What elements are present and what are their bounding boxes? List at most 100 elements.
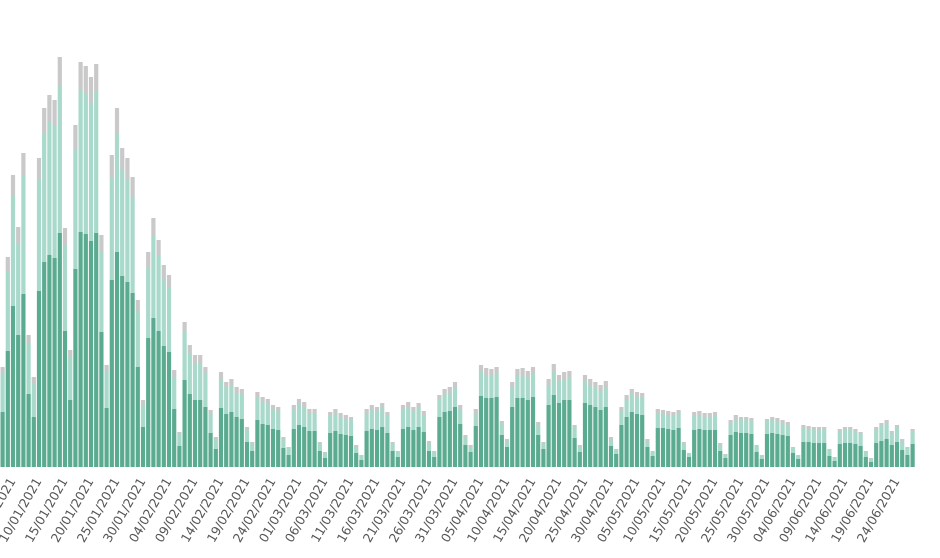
bar-segment — [478, 396, 484, 467]
bar-segment — [374, 407, 380, 411]
bar-segment — [255, 392, 260, 397]
bar-segment — [702, 413, 707, 417]
bar-segment — [120, 148, 125, 170]
bar-segment — [21, 294, 26, 467]
bar-segment — [192, 355, 198, 363]
bar-segment — [577, 452, 582, 467]
bar-segment — [73, 269, 78, 467]
bar-segment — [754, 445, 759, 446]
bar-segment — [905, 455, 910, 467]
bar-segment — [411, 407, 416, 411]
bar-segment — [707, 417, 712, 430]
bar-segment — [702, 430, 707, 467]
bar-segment — [650, 456, 655, 467]
bar-segment — [790, 453, 796, 467]
bar-segment — [234, 387, 239, 393]
bar-segment — [463, 445, 468, 467]
bar-segment — [707, 430, 712, 467]
bar-segment — [889, 434, 894, 445]
bar-segment — [504, 439, 510, 441]
bar-segment — [218, 379, 224, 408]
bar-segment — [166, 288, 172, 352]
bar-segment — [510, 388, 515, 407]
bar-segment — [369, 409, 374, 429]
bar-segment — [603, 407, 608, 467]
bar-segment — [286, 455, 291, 467]
bar-segment — [286, 448, 291, 455]
bar-segment — [307, 413, 312, 431]
bar-segment — [421, 432, 426, 467]
bar-segment — [270, 405, 276, 409]
bar-segment — [354, 453, 359, 467]
bar-segment — [99, 332, 104, 467]
bar-segment — [785, 436, 790, 467]
bar-segment — [151, 218, 156, 235]
bar-segment — [442, 394, 447, 412]
bar-segment — [671, 416, 676, 430]
bar-segment — [811, 427, 816, 430]
bar-segment — [650, 452, 655, 456]
bar-segment — [811, 443, 816, 467]
bar-segment — [499, 435, 504, 467]
bar-segment — [244, 430, 250, 442]
bar-segment — [910, 444, 915, 467]
bar-segment — [645, 441, 650, 447]
bar-segment — [562, 372, 567, 379]
bar-segment — [572, 425, 577, 428]
bar-segment — [229, 379, 234, 385]
bar-segment — [250, 451, 255, 467]
bar-segment — [244, 442, 250, 467]
bar-segment — [452, 388, 458, 407]
bar-segment — [837, 429, 842, 432]
bar-segment — [614, 450, 619, 454]
bar-segment — [270, 429, 276, 467]
bar-segment — [447, 411, 452, 467]
bar-segment — [166, 352, 172, 467]
bar-segment — [374, 411, 380, 430]
bar-segment — [686, 454, 692, 457]
bar-segment — [619, 411, 624, 425]
bar-segment — [489, 398, 494, 467]
bar-segment — [16, 244, 21, 335]
bar-segment — [811, 430, 816, 443]
bar-segment — [312, 413, 317, 431]
bar-segment — [88, 104, 94, 241]
bar-segment — [806, 442, 811, 467]
bar-segment — [874, 430, 879, 443]
bar-segment — [374, 430, 380, 467]
bar-segment — [681, 450, 686, 467]
bar-segment — [723, 458, 728, 467]
bar-segment — [192, 400, 198, 467]
bar-segment — [494, 374, 499, 397]
bar-segment — [489, 369, 494, 376]
bar-segment — [712, 412, 718, 416]
bar-segment — [400, 409, 406, 429]
bar-segment — [634, 414, 640, 467]
bar-segment — [281, 437, 286, 439]
bar-segment — [770, 433, 775, 467]
bar-segment — [296, 399, 302, 404]
bar-segment — [182, 322, 187, 332]
bar-segment — [338, 417, 343, 434]
bar-segment — [426, 451, 432, 467]
bar-segment — [666, 429, 671, 467]
bar-segment — [790, 448, 796, 453]
bar-segment — [842, 427, 848, 430]
bar-segment — [853, 429, 858, 432]
bar-segment — [764, 422, 770, 434]
bar-segment — [504, 441, 510, 447]
bar-segment — [868, 462, 874, 467]
bar-segment — [676, 414, 681, 428]
bar-segment — [364, 409, 369, 413]
bar-segment — [234, 393, 239, 417]
bar-segment — [718, 451, 723, 467]
bar-segment — [530, 397, 536, 467]
bar-segment — [562, 379, 567, 400]
bar-segment — [744, 433, 749, 467]
bar-segment — [307, 409, 312, 413]
bar-segment — [395, 452, 400, 457]
bar-segment — [57, 57, 62, 86]
bar-segment — [452, 407, 458, 467]
bar-segment — [94, 233, 99, 467]
bar-segment — [510, 407, 515, 467]
